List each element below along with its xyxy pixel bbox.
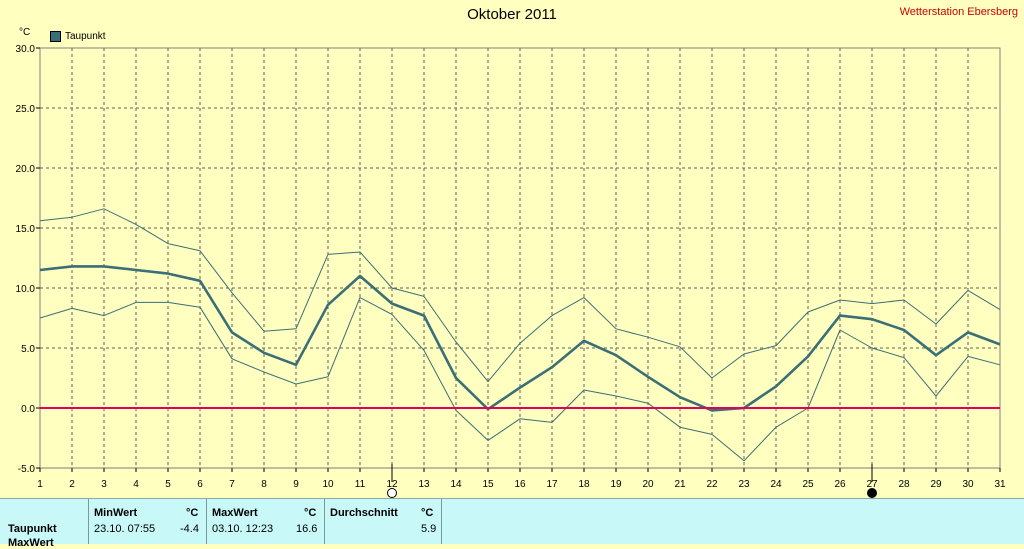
min-header: MinWert [94,507,138,519]
y-tick-label: 0.0 [21,404,35,415]
min-value: -4.4 [180,523,199,535]
x-tick-label: 30 [962,479,974,490]
axes: 30.025.020.015.010.05.00.0-5.01 2 3 4 5 6 7 8 9 1… [16,44,1006,498]
x-tick-label: 16 [514,479,526,490]
x-tick-label: 6 [197,479,203,490]
x-tick-label: 28 [898,479,910,490]
stats-row2-label: MaxWert [8,537,54,549]
stats-divider [206,499,207,544]
avg-value: 5.9 [421,523,437,535]
y-tick-label: -5.0 [18,464,36,475]
y-tick-label: 25.0 [16,104,36,115]
legend: Taupunkt [50,31,106,42]
x-tick-label: 26 [834,479,846,490]
x-tick-label: 19 [610,479,622,490]
x-tick-label: 14 [450,479,462,490]
y-tick-label: 20.0 [16,164,36,175]
x-tick-label: 17 [546,479,558,490]
max-unit: °C [304,507,317,519]
x-tick-label: 3 [101,479,107,490]
x-tick-label: 10 [322,479,334,490]
x-tick-label: 15 [482,479,494,490]
full-moon-icon [387,488,397,498]
series-line-daily-minimum [39,297,1001,462]
max-datetime: 03.10. 12:23 [212,523,274,535]
x-tick-label: 18 [578,479,590,490]
grid [39,47,1001,469]
y-tick-label: 30.0 [16,44,36,55]
stats-divider [441,499,442,544]
min-datetime: 23.10. 07:55 [94,523,156,535]
chart-title: Oktober 2011 [467,6,557,23]
max-value: 16.6 [296,523,318,535]
station-name: Wetterstation Ebersberg [899,6,1018,18]
series-line-daily-maximum [39,208,1001,383]
stats-panel: MinWert °C MaxWert °C Durchschnitt °C Ta… [0,498,1024,549]
series-line-taupunkt [39,265,1001,412]
stats-divider [324,499,325,544]
x-tick-label: 5 [165,479,171,490]
x-tick-label: 27 [866,479,878,490]
avg-header: Durchschnitt [330,507,398,519]
x-tick-label: 7 [229,479,235,490]
stats-row-label: Taupunkt [8,523,57,535]
legend-swatch [50,31,61,42]
x-tick-label: 4 [133,479,139,490]
x-tick-label: 31 [994,479,1006,490]
x-tick-label: 11 [355,479,366,490]
x-tick-label: 13 [418,479,430,490]
y-axis-unit: °C [19,27,31,38]
legend-label: Taupunkt [65,31,106,42]
chart: 30.025.020.015.010.05.00.0-5.01 2 3 4 5 6 7 8 9 1… [16,44,1006,498]
y-tick-label: 10.0 [16,284,36,295]
x-tick-label: 25 [802,479,814,490]
min-unit: °C [186,507,199,519]
x-tick-label: 20 [642,479,654,490]
stats-divider [88,499,89,544]
x-tick-label: 8 [261,479,267,490]
x-tick-label: 29 [930,479,942,490]
series-lines [39,208,1001,462]
y-tick-label: 15.0 [16,224,36,235]
x-tick-label: 24 [770,479,782,490]
x-tick-label: 23 [738,479,750,490]
x-tick-label: 2 [69,479,75,490]
x-tick-label: 12 [386,479,398,490]
x-tick-label: 9 [293,479,299,490]
x-tick-label: 22 [706,479,718,490]
new-moon-icon [867,488,877,498]
max-header: MaxWert [212,507,258,519]
x-tick-label: 21 [674,479,686,490]
y-tick-label: 5.0 [21,344,35,355]
x-tick-label: 1 [37,479,43,490]
avg-unit: °C [421,507,434,519]
